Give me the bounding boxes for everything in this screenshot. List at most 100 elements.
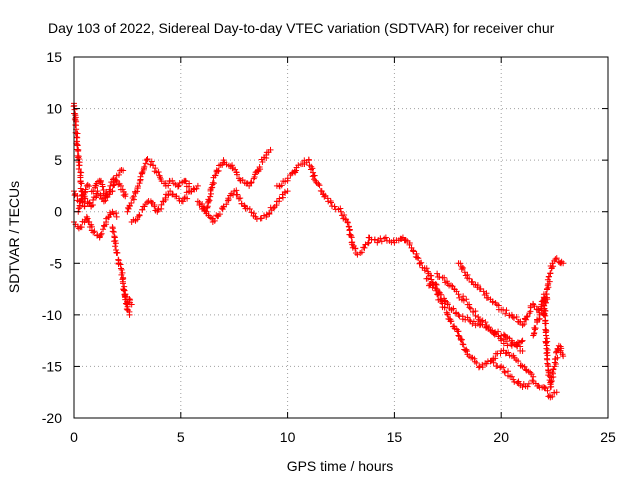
- data-point: [86, 183, 93, 190]
- data-point: [307, 166, 314, 173]
- data-point: [553, 389, 560, 396]
- data-point: [196, 199, 203, 206]
- data-point: [113, 177, 120, 184]
- data-point: [509, 339, 516, 346]
- data-point: [182, 178, 189, 185]
- data-point: [548, 383, 555, 390]
- data-point: [99, 183, 106, 190]
- data-point: [444, 311, 451, 318]
- data-point: [451, 323, 458, 330]
- data-point: [455, 332, 462, 339]
- y-tick-label: -10: [42, 307, 62, 323]
- data-point: [441, 274, 448, 281]
- data-point: [144, 155, 151, 162]
- chart-title: Day 103 of 2022, Sidereal Day-to-day VTE…: [48, 20, 555, 36]
- data-point: [311, 172, 318, 179]
- data-point: [513, 340, 520, 347]
- data-point: [530, 373, 537, 380]
- data-point: [523, 316, 530, 323]
- data-point: [91, 228, 98, 235]
- data-point: [418, 259, 425, 266]
- data-point: [318, 188, 325, 195]
- x-axis-ticks: 0 5 10 15 20 25: [70, 57, 616, 445]
- data-point: [102, 194, 109, 201]
- data-point: [327, 199, 334, 206]
- data-point: [120, 286, 127, 293]
- data-point: [423, 265, 430, 272]
- data-point: [165, 182, 172, 189]
- data-point: [167, 188, 174, 195]
- data-point: [413, 250, 420, 257]
- data-point: [71, 106, 78, 113]
- data-point: [179, 198, 186, 205]
- data-point: [519, 347, 526, 354]
- data-point: [84, 181, 91, 188]
- data-point: [207, 193, 214, 200]
- data-point: [140, 166, 147, 173]
- data-point: [455, 311, 462, 318]
- data-point: [342, 216, 349, 223]
- data-point: [503, 338, 510, 345]
- data-point: [346, 226, 353, 233]
- data-point: [162, 194, 169, 201]
- data-point: [545, 273, 552, 280]
- data-point: [456, 333, 463, 340]
- data-point: [194, 182, 201, 189]
- data-point: [241, 202, 248, 209]
- data-point: [348, 232, 355, 239]
- data-point: [130, 193, 137, 200]
- x-tick-label: 0: [70, 429, 78, 445]
- data-point: [424, 275, 431, 282]
- data-point: [525, 380, 532, 387]
- grid-lines: [74, 57, 608, 418]
- data-point: [455, 291, 462, 298]
- data-point: [485, 324, 492, 331]
- data-point: [429, 284, 436, 291]
- data-point: [428, 276, 435, 283]
- data-point: [410, 248, 417, 255]
- data-point: [502, 310, 509, 317]
- data-point: [278, 182, 285, 189]
- data-point: [463, 296, 470, 303]
- data-point: [471, 355, 478, 362]
- data-point: [276, 195, 283, 202]
- data-point: [500, 364, 507, 371]
- data-point: [216, 211, 223, 218]
- data-point: [121, 293, 128, 300]
- data-point: [365, 239, 372, 246]
- y-tick-label: -20: [42, 410, 62, 426]
- data-point: [479, 364, 486, 371]
- data-point: [531, 326, 538, 333]
- y-tick-label: 15: [46, 49, 62, 65]
- data-point: [266, 209, 273, 216]
- data-point: [223, 201, 230, 208]
- data-point: [544, 296, 551, 303]
- data-point: [158, 201, 165, 208]
- data-point: [536, 316, 543, 323]
- y-tick-label: -5: [50, 255, 63, 271]
- data-point: [75, 165, 82, 172]
- data-point: [457, 260, 464, 267]
- data-point: [543, 332, 550, 339]
- data-point: [441, 304, 448, 311]
- data-point: [402, 236, 409, 243]
- data-point: [511, 314, 517, 321]
- data-point: [530, 330, 537, 337]
- data-point: [436, 273, 443, 280]
- data-point: [542, 320, 549, 327]
- data-point: [119, 269, 126, 276]
- data-point: [444, 278, 451, 285]
- data-point: [139, 170, 146, 177]
- data-point: [549, 393, 556, 400]
- data-point: [417, 260, 424, 267]
- data-point: [97, 231, 104, 238]
- data-point: [503, 307, 510, 314]
- data-point: [84, 215, 91, 222]
- data-point: [210, 180, 217, 187]
- data-point: [500, 347, 507, 354]
- data-point: [139, 206, 146, 213]
- data-point: [85, 219, 92, 226]
- data-point: [186, 188, 193, 195]
- data-point: [490, 359, 497, 366]
